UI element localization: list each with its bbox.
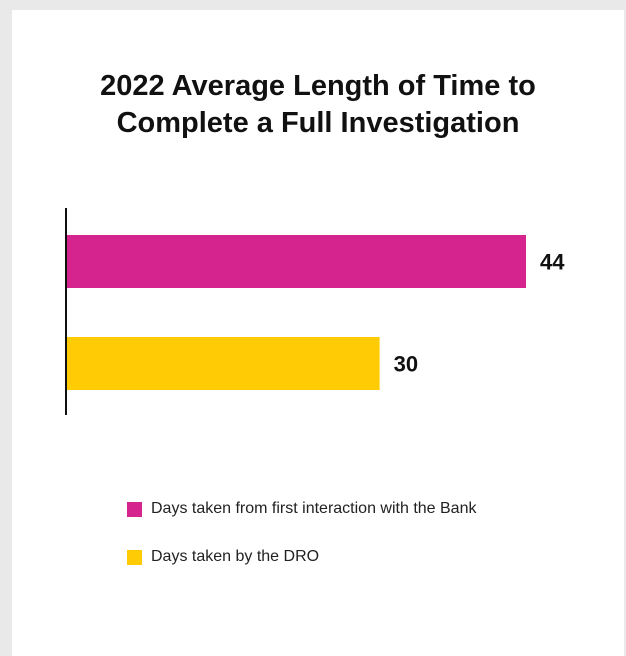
legend-label-bank: Days taken from first interaction with t… (151, 500, 477, 517)
bar-2 (66, 337, 380, 390)
legend: Days taken from first interaction with t… (127, 496, 476, 592)
legend-item-bank: Days taken from first interaction with t… (127, 496, 476, 522)
chart-title: 2022 Average Length of Time to Complete … (12, 68, 624, 142)
bar-value-label-1: 44 (540, 250, 565, 275)
bar-chart: 44 30 (65, 208, 565, 415)
chart-title-line-2: Complete a Full Investigation (116, 107, 520, 139)
chart-card: 2022 Average Length of Time to Complete … (12, 10, 624, 656)
legend-swatch-dro (127, 549, 142, 565)
legend-swatch-bank (127, 501, 142, 517)
bar-value-label-2: 30 (394, 352, 418, 377)
legend-item-dro: Days taken by the DRO (127, 544, 476, 570)
bar-1 (66, 235, 526, 288)
legend-label-dro: Days taken by the DRO (151, 548, 320, 565)
chart-title-line-1: 2022 Average Length of Time to (100, 70, 536, 102)
